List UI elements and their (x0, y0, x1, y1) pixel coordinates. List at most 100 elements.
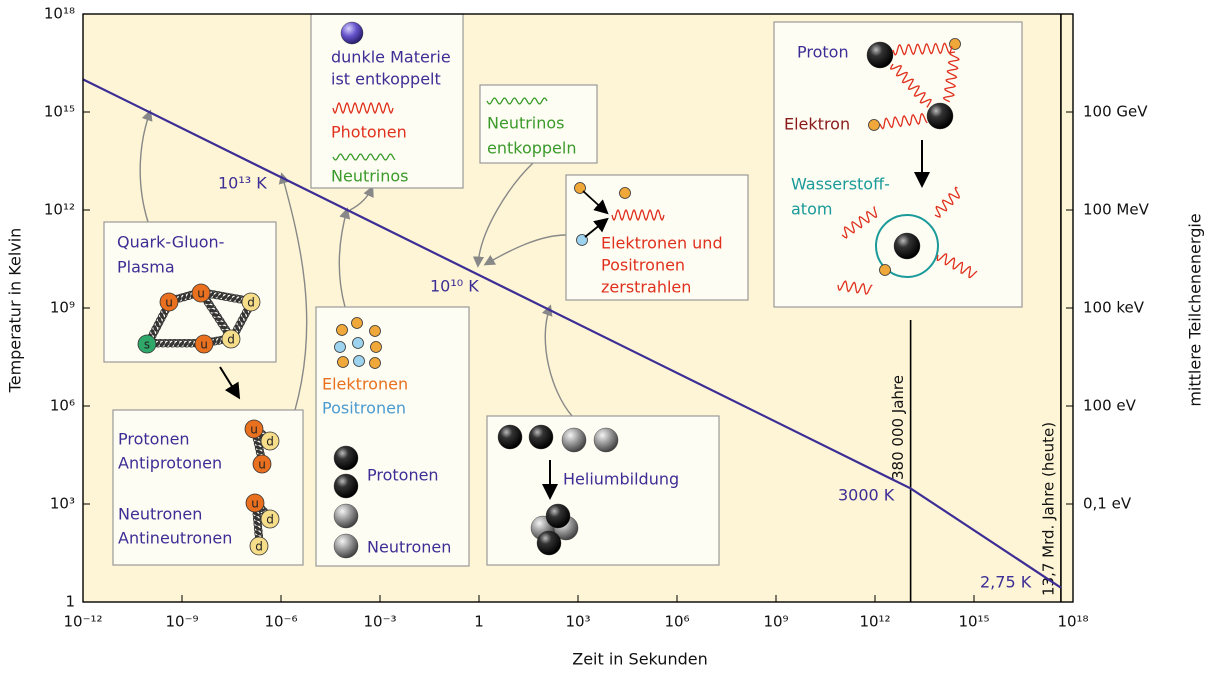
particle (574, 182, 586, 194)
point-label: 3000 K (838, 486, 895, 505)
particle (593, 427, 619, 453)
box-text: dunkle Materie (331, 48, 451, 67)
arrow (483, 234, 567, 266)
box-text: Proton (797, 43, 849, 62)
annotation-box (479, 84, 598, 164)
annotation-box (310, 13, 464, 189)
particle (336, 324, 348, 336)
x-tick-label: 10⁻⁹ (165, 613, 198, 631)
gluon (145, 339, 213, 348)
x-tick-label: 10¹² (859, 613, 890, 631)
quark-label: u (197, 287, 205, 301)
wave (486, 97, 548, 105)
plot-layer: 10⁻¹² 10⁻⁹ 10⁻⁶ 10⁻³ 1 10³ 10⁶ 10⁹ 10¹² 10¹⁵ 10¹⁸1… (44, 5, 1150, 631)
box-text: atom (791, 200, 832, 219)
wave (936, 253, 978, 279)
wave (611, 208, 665, 222)
box-text: Protonen (118, 430, 190, 449)
arrow (139, 109, 153, 223)
particle (866, 41, 894, 69)
quark-label: d (255, 540, 263, 554)
wave (332, 101, 394, 115)
wave (837, 280, 873, 295)
vertical-line-label: 380 000 Jahre (889, 375, 907, 480)
particle (333, 473, 359, 499)
particle (333, 503, 359, 529)
particle (926, 102, 954, 130)
box-text: Antiprotonen (118, 454, 222, 473)
point-label: 2,75 K (980, 573, 1032, 592)
particle (334, 341, 346, 353)
annotation-box (565, 174, 749, 301)
arrow (584, 217, 609, 238)
quark (137, 334, 157, 354)
x-tick-label: 10⁻¹² (63, 613, 102, 631)
quark (194, 334, 214, 354)
box-text: Positronen (322, 399, 406, 418)
particle (353, 355, 365, 367)
box-text: entkoppeln (487, 139, 576, 158)
y-tick-label: 10³ (50, 495, 75, 513)
annotation-box (773, 21, 1023, 308)
y2-tick-label: 0,1 eV (1083, 495, 1132, 513)
quark (249, 536, 269, 556)
x-tick-label: 10⁻³ (363, 613, 396, 631)
particle (370, 341, 382, 353)
particle (340, 21, 364, 45)
orbit (875, 214, 939, 278)
particle (333, 445, 359, 471)
x-axis-label: Zeit in Sekunden (572, 650, 707, 669)
box-text: ist entkoppelt (331, 70, 441, 89)
arrow (541, 304, 573, 417)
quark (260, 509, 280, 529)
particle (369, 357, 381, 369)
x-tick-label: 10¹⁸ (1057, 613, 1088, 631)
y2-tick-label: 100 keV (1083, 299, 1145, 317)
y2-axis-label: mittlere Teilchenenergie (1186, 213, 1205, 406)
quark (159, 292, 179, 312)
particle (576, 234, 588, 246)
particle (497, 424, 523, 450)
x-tick-label: 10³ (565, 613, 590, 631)
particle (333, 533, 359, 559)
point-label: 10¹³ K (218, 174, 267, 193)
x-tick-label: 1 (474, 613, 484, 631)
wave (841, 206, 878, 239)
box-text: Neutrinos (487, 114, 565, 133)
y-tick-label: 10⁹ (50, 299, 75, 317)
box-text: Protonen (367, 466, 439, 485)
arrow (472, 162, 534, 268)
particle (528, 424, 554, 450)
arrow (278, 172, 308, 411)
box-text: Elektronen (322, 375, 408, 394)
x-tick-label: 10⁹ (763, 613, 788, 631)
y-tick-label: 1 (65, 593, 75, 611)
wave (934, 186, 960, 218)
quark-label: u (250, 423, 258, 437)
box-text: Neutronen (118, 505, 202, 524)
quark-label: s (144, 338, 150, 352)
wave (892, 42, 953, 56)
particle (619, 187, 631, 199)
y2-tick-label: 100 eV (1083, 397, 1137, 415)
box-text: Antineutronen (118, 529, 232, 548)
quark (241, 292, 261, 312)
particle (352, 337, 364, 349)
box-text: Quark-Gluon- (117, 233, 224, 252)
particle (337, 356, 349, 368)
box-text: Photonen (331, 123, 407, 142)
quark-label: d (227, 333, 235, 347)
particle (893, 232, 921, 260)
particle (561, 427, 587, 453)
box-text: Elektron (784, 115, 850, 134)
y-tick-label: 10¹⁸ (44, 5, 75, 23)
arrow (219, 366, 241, 400)
box-text: Wasserstoff- (791, 175, 890, 194)
x-tick-label: 10¹⁵ (958, 613, 989, 631)
quark (244, 419, 264, 439)
box-text: Heliumbildung (563, 470, 679, 489)
quark-label: d (266, 435, 274, 449)
quark (221, 329, 241, 349)
